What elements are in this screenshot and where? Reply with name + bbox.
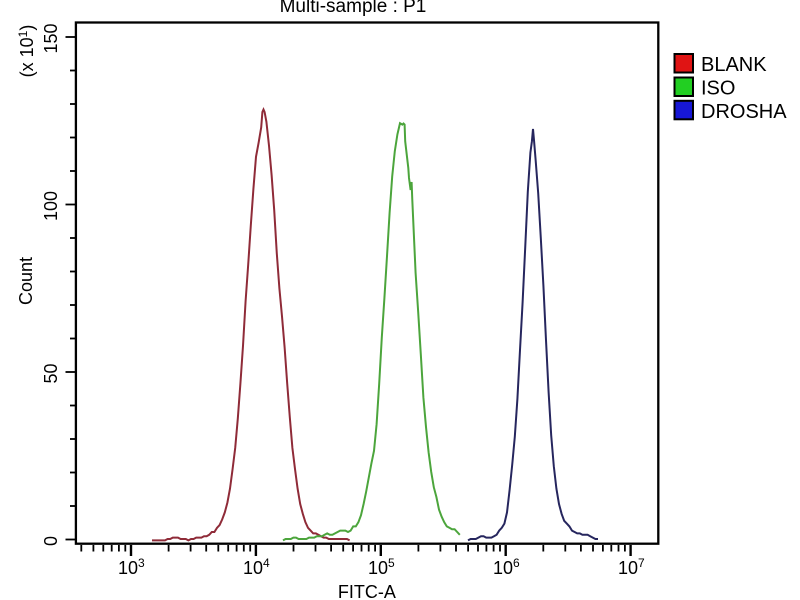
- svg-text:(x 101): (x 101): [16, 25, 37, 78]
- svg-text:Multi-sample : P1: Multi-sample : P1: [280, 0, 427, 17]
- svg-text:Count: Count: [16, 257, 36, 305]
- svg-text:50: 50: [41, 363, 61, 383]
- svg-text:ISO: ISO: [701, 78, 735, 100]
- svg-text:100: 100: [41, 191, 61, 221]
- svg-text:BLANK: BLANK: [701, 54, 767, 76]
- svg-text:DROSHA: DROSHA: [701, 101, 787, 123]
- svg-text:150: 150: [41, 23, 61, 53]
- svg-text:FITC-A: FITC-A: [338, 582, 396, 600]
- svg-text:0: 0: [41, 536, 61, 546]
